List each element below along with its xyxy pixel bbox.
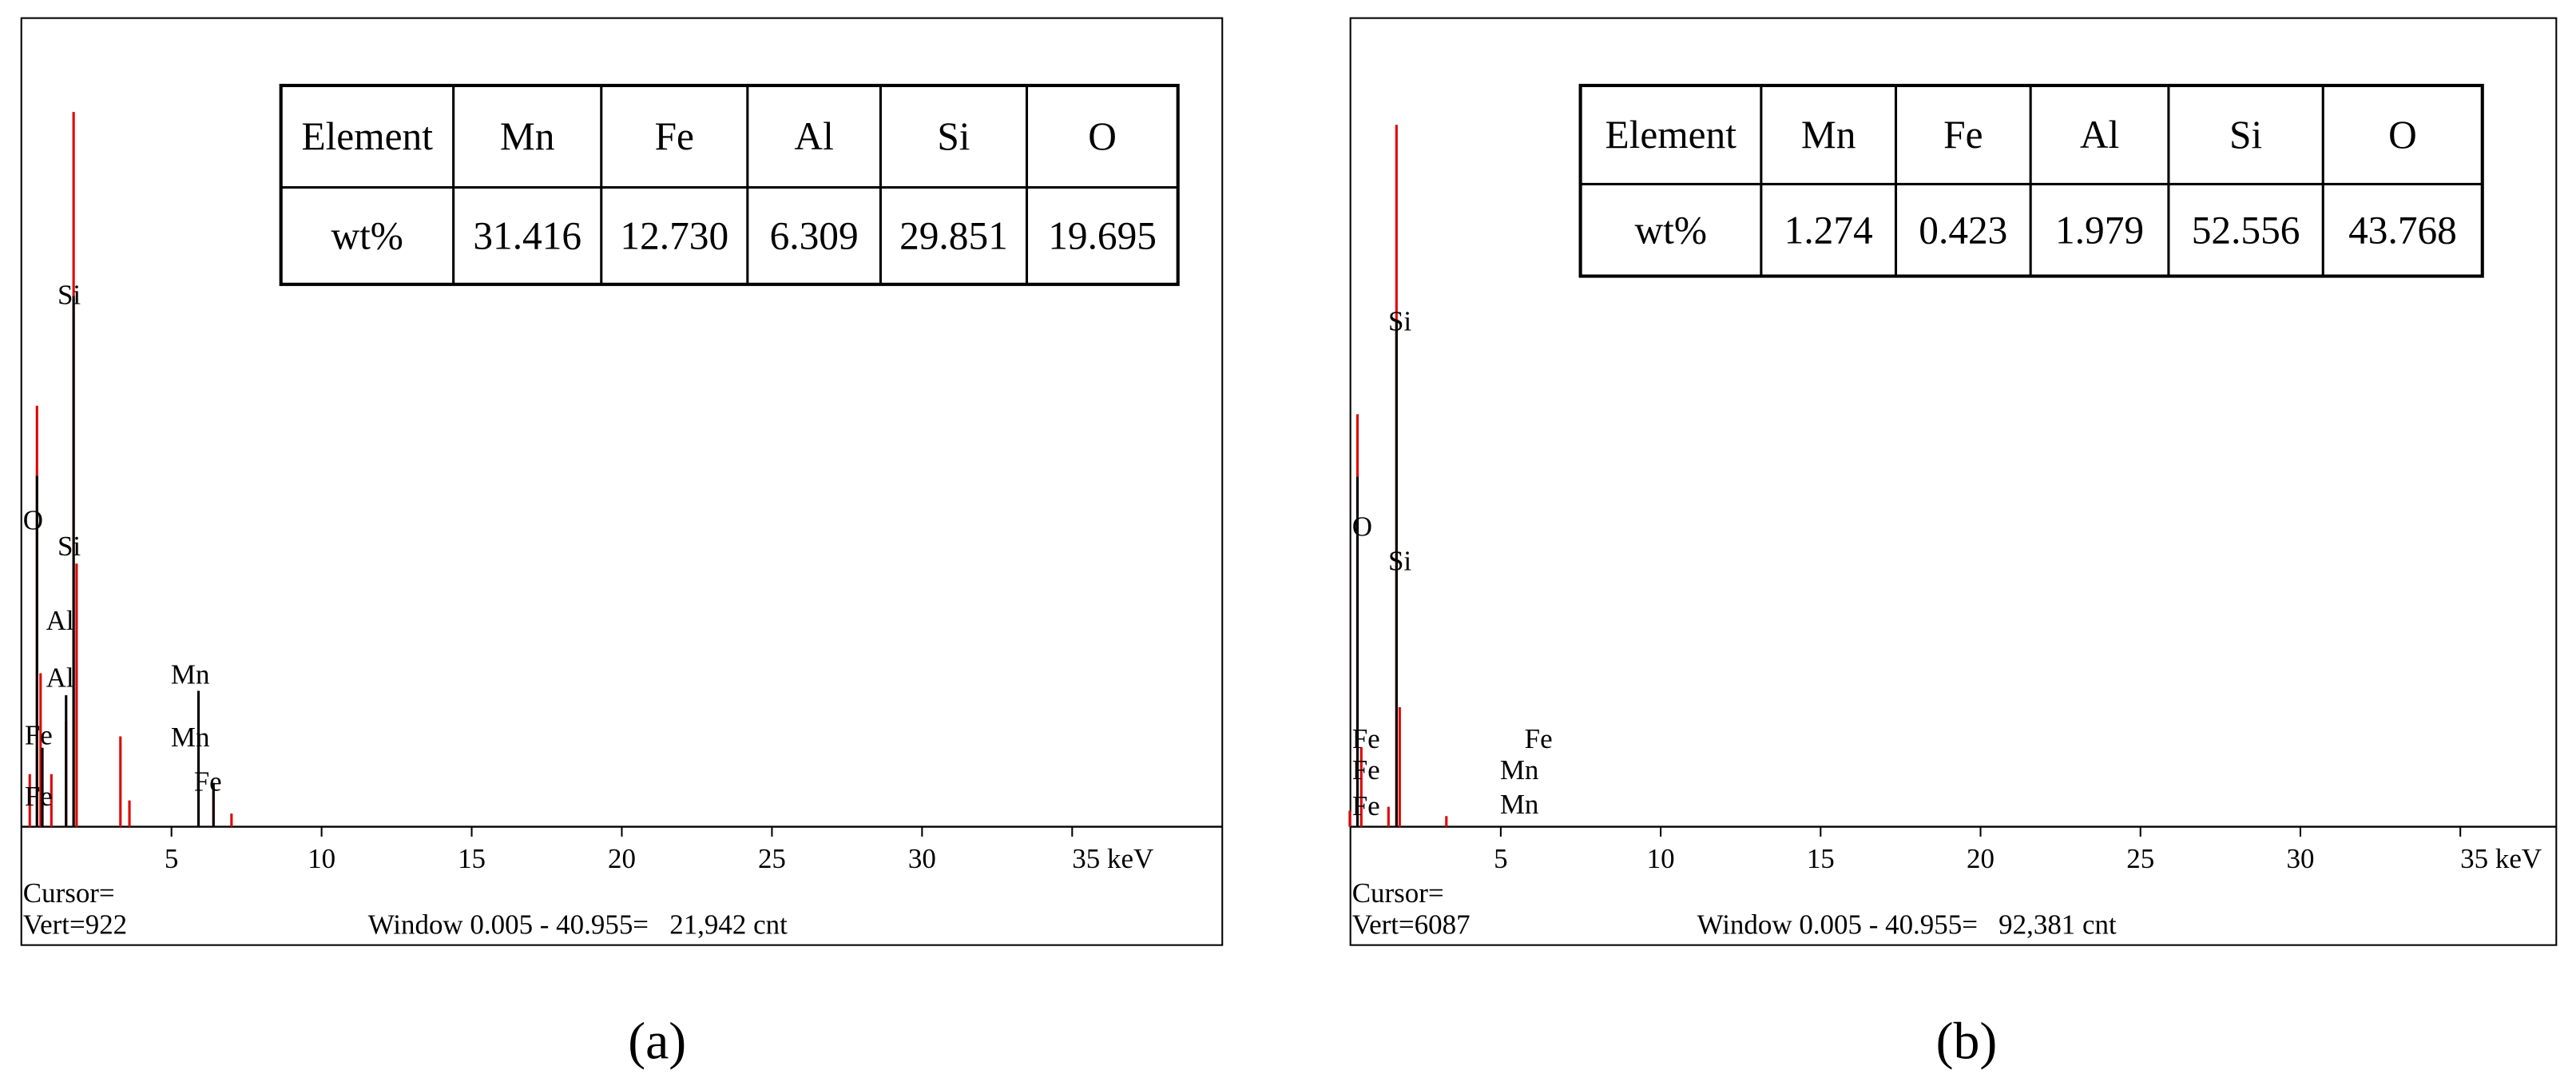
table-cell: Al [794, 114, 833, 158]
table-cell: wt% [1634, 208, 1706, 252]
peak-label: Si [1388, 546, 1411, 577]
caption: (b) [1936, 1012, 1998, 1071]
table-cell: 0.423 [1919, 208, 2007, 252]
x-tick-label: 5 [165, 843, 178, 874]
x-tick-label: 5 [1494, 843, 1507, 874]
table-cell: 6.309 [770, 214, 859, 258]
cursor-text: Cursor= [23, 877, 115, 909]
x-tick-label: 30 [908, 843, 936, 874]
x-tick-label: 25 [758, 843, 786, 874]
peak-label: Fe [1352, 723, 1380, 754]
x-tick-label: 30 [2286, 843, 2314, 874]
table-cell: 52.556 [2192, 208, 2300, 252]
peak-label: Al [46, 605, 74, 636]
peak-label: Mn [1500, 754, 1539, 786]
window-text: Window 0.005 - 40.955= 92,381 cnt [1697, 909, 2117, 940]
peak-label: Si [58, 531, 81, 562]
peak-label: Fe [1352, 790, 1380, 821]
peak-label: O [23, 504, 43, 535]
peak-label: Fe [1525, 723, 1553, 754]
plot-frame [20, 17, 1224, 946]
table-cell: 43.768 [2348, 208, 2457, 252]
table-cell: 19.695 [1048, 214, 1157, 258]
peak-label: Mn [1500, 789, 1539, 820]
peak-label: O [1352, 511, 1372, 543]
table-cell: 31.416 [473, 214, 581, 258]
table-cell: Mn [500, 114, 555, 158]
table-cell: Si [937, 114, 970, 158]
table-cell: wt% [331, 214, 403, 258]
peak-label: Si [58, 280, 81, 311]
table-frame [279, 83, 1180, 286]
table-cell: Fe [1943, 113, 1983, 157]
table-cell: 29.851 [899, 214, 1008, 258]
cursor-text: Cursor= [1352, 877, 1444, 909]
vert-text: Vert=6087 [1352, 909, 1471, 940]
peak-label: Mn [171, 722, 210, 753]
x-tick-label: 20 [1967, 843, 1995, 874]
table-cell: Fe [655, 114, 694, 158]
x-tick-label: 10 [1647, 843, 1675, 874]
plot-frame [1349, 17, 2558, 946]
table-cell: O [2388, 113, 2417, 157]
table-cell: 1.979 [2055, 208, 2144, 252]
x-tick-label: 10 [308, 843, 335, 874]
x-tick-label: 35 keV [2460, 843, 2542, 874]
vert-text: Vert=922 [23, 909, 127, 940]
peak-label: Fe [194, 766, 222, 797]
table-cell: Element [301, 114, 433, 158]
peak-label: Fe [1352, 754, 1380, 786]
x-tick-label: 35 keV [1072, 843, 1153, 874]
table-cell: Al [2080, 113, 2119, 157]
table-cell: Si [2229, 113, 2262, 157]
table-cell: 1.274 [1784, 208, 1873, 252]
x-tick-label: 20 [608, 843, 636, 874]
x-tick-label: 25 [2126, 843, 2154, 874]
table-cell: Mn [1801, 113, 1856, 157]
table-cell: O [1088, 114, 1117, 158]
peak-label: Al [46, 662, 74, 694]
caption: (a) [628, 1012, 686, 1071]
peak-label: Fe [25, 720, 53, 751]
x-tick-label: 15 [458, 843, 486, 874]
peak-label: Mn [171, 659, 210, 690]
x-tick-label: 15 [1807, 843, 1835, 874]
table-cell: 12.730 [620, 214, 728, 258]
peak-label: Si [1388, 305, 1411, 336]
window-text: Window 0.005 - 40.955= 21,942 cnt [368, 909, 788, 940]
table-cell: Element [1605, 113, 1737, 157]
peak-label: Fe [25, 781, 53, 812]
